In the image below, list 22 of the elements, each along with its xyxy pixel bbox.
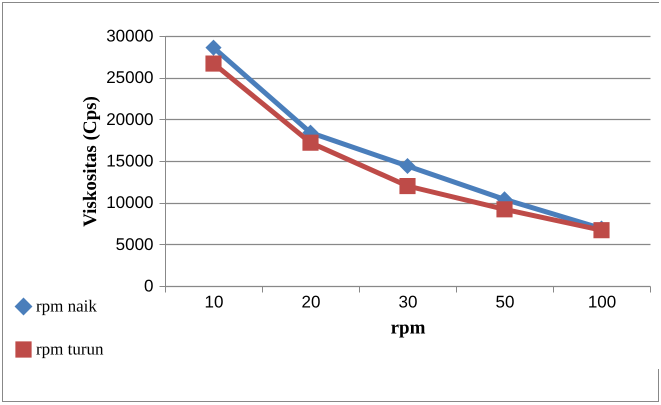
y-tick-label: 10000 bbox=[106, 193, 154, 212]
y-tick-label: 30000 bbox=[106, 26, 154, 46]
x-tick-label: 30 bbox=[398, 292, 418, 312]
x-axis-title: rpm bbox=[390, 318, 426, 338]
point bbox=[399, 178, 416, 194]
y-tick-label: 25000 bbox=[106, 68, 154, 88]
x-tick-label: 50 bbox=[496, 292, 514, 312]
x-tick-label: 100 bbox=[588, 292, 616, 312]
point bbox=[205, 55, 222, 72]
legend-label: rpm turun bbox=[36, 340, 104, 358]
point bbox=[496, 201, 513, 218]
legend-label: rpm naik bbox=[36, 296, 98, 316]
point bbox=[399, 158, 416, 174]
y-axis-title: Viskositas (Cps) bbox=[80, 96, 102, 227]
point bbox=[302, 134, 319, 151]
y-tick-label: 20000 bbox=[106, 110, 154, 129]
y-tick-label: 0 bbox=[144, 276, 154, 296]
x-tick-label: 20 bbox=[302, 292, 320, 312]
point bbox=[205, 40, 222, 56]
y-tick-label: 5000 bbox=[116, 234, 154, 254]
y-tick-label: 15000 bbox=[106, 152, 154, 170]
x-tick-label: 10 bbox=[204, 292, 224, 312]
